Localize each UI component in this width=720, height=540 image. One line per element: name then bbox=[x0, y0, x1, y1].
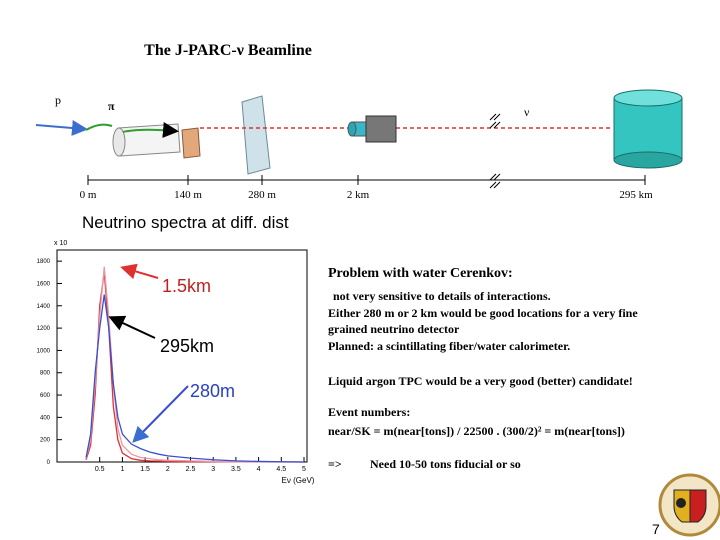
far-detector-top bbox=[613, 89, 683, 107]
annotation: 280m bbox=[190, 381, 235, 401]
x-tick-label: 4 bbox=[257, 466, 261, 473]
distance-label: 2 km bbox=[347, 189, 370, 201]
annotation: 1.5km bbox=[162, 276, 211, 296]
title: The J-PARC-ν Beamline bbox=[144, 42, 312, 59]
distance-label: 295 km bbox=[619, 189, 653, 201]
x-tick-label: 2.5 bbox=[186, 466, 196, 473]
notes-heading: Problem with water Cerenkov: bbox=[328, 266, 513, 281]
far-detector bbox=[613, 97, 683, 161]
y-tick-label: 1400 bbox=[37, 304, 51, 310]
x-axis-label: Eν (GeV) bbox=[282, 476, 315, 485]
multiplier: x 10 bbox=[54, 240, 67, 247]
note-line: Event numbers: bbox=[328, 405, 410, 419]
x-tick-label: 1 bbox=[120, 466, 124, 473]
note-line: near/SK = m(near[tons]) / 22500 . (300/2… bbox=[328, 424, 625, 438]
horn-end bbox=[112, 127, 126, 157]
annotation-arrow bbox=[132, 385, 189, 443]
beamline-diagram: p π ν 0 m 140 m 280 m 2 km 295 km bbox=[35, 89, 683, 201]
y-tick-label: 800 bbox=[40, 371, 51, 377]
x-tick-label: 0.5 bbox=[95, 466, 105, 473]
logo bbox=[658, 473, 720, 537]
y-tick-label: 0 bbox=[47, 460, 51, 466]
annotation: 295km bbox=[160, 336, 214, 356]
spectrum-line bbox=[85, 266, 305, 463]
note-line: Planned: a scintillating fiber/water cal… bbox=[328, 339, 570, 353]
y-tick-label: 1000 bbox=[37, 348, 51, 354]
spectrum-line bbox=[85, 294, 305, 463]
label-p: p bbox=[55, 93, 61, 107]
annotation-arrow bbox=[120, 263, 159, 280]
y-tick-label: 200 bbox=[40, 438, 51, 444]
x-tick-label: 5 bbox=[302, 466, 306, 473]
x-tick-label: 1.5 bbox=[140, 466, 150, 473]
note-line: => bbox=[328, 457, 342, 471]
pion-track bbox=[122, 122, 179, 138]
pion-arrow bbox=[85, 123, 113, 131]
note-line: Need 10-50 tons fiducial or so bbox=[370, 457, 521, 471]
plot-area: 0 200 400 600 800 1000 1200 1400 1600 1800 0.5 1 1.5… bbox=[37, 259, 306, 473]
label-nu: ν bbox=[524, 105, 530, 119]
distance-label: 140 m bbox=[174, 189, 202, 201]
decay-block bbox=[181, 127, 201, 159]
note-line: Either 280 m or 2 km would be good locat… bbox=[328, 306, 638, 320]
x-tick-label: 2 bbox=[166, 466, 170, 473]
proton-arrow bbox=[35, 120, 88, 136]
y-tick-label: 1800 bbox=[37, 259, 51, 265]
axis-break bbox=[489, 173, 501, 189]
label-pi: π bbox=[108, 99, 115, 113]
x-tick-label: 3 bbox=[211, 466, 215, 473]
distance-label: 0 m bbox=[80, 189, 97, 201]
page-number: 7 bbox=[652, 521, 660, 537]
note-line: Liquid argon TPC would be a very good (b… bbox=[328, 374, 633, 388]
x-tick-label: 3.5 bbox=[231, 466, 241, 473]
y-tick-label: 400 bbox=[40, 415, 51, 421]
y-tick-label: 600 bbox=[40, 393, 51, 399]
axis-break bbox=[489, 113, 501, 129]
near-detector bbox=[365, 115, 397, 143]
distance-label: 280 m bbox=[248, 189, 276, 201]
near-detector-face bbox=[347, 121, 357, 137]
x-tick-label: 4.5 bbox=[276, 466, 286, 473]
note-line: not very sensitive to details of interac… bbox=[333, 289, 551, 303]
note-line: grained neutrino detector bbox=[328, 322, 460, 336]
far-detector-bottom bbox=[613, 151, 683, 169]
y-tick-label: 1600 bbox=[37, 281, 51, 287]
plot-title: Neutrino spectra at diff. dist bbox=[82, 213, 289, 232]
annotation-arrow bbox=[108, 315, 156, 339]
y-tick-label: 1200 bbox=[37, 326, 51, 332]
absorber bbox=[241, 95, 271, 175]
